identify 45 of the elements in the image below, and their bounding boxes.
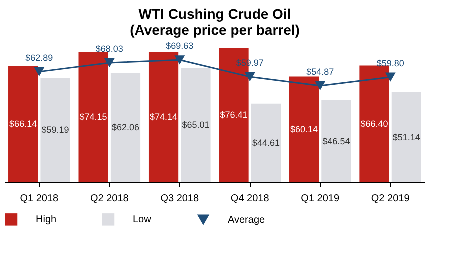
- legend-label: Average: [228, 215, 266, 226]
- text: WTI Cushing Crude Oil: [138, 6, 292, 22]
- data-label: $62.06: [112, 122, 140, 133]
- point: [244, 72, 256, 82]
- x-tick-label: Q4 2018: [230, 194, 270, 204]
- bar: [322, 100, 352, 182]
- data-label: $59.80: [376, 58, 404, 68]
- bar: [8, 66, 38, 182]
- point: [34, 67, 45, 76]
- x-tick-label: Q3 2018: [160, 194, 200, 204]
- bar: [251, 104, 282, 182]
- x-tick-label: Q2 2018: [90, 194, 130, 204]
- bar: [289, 76, 320, 182]
- point: [174, 56, 186, 65]
- data-label: $59.19: [42, 125, 70, 136]
- point: [315, 81, 326, 91]
- point: [385, 72, 396, 82]
- bar: [110, 73, 141, 182]
- data-label: $74.14: [150, 112, 178, 122]
- text: (Average price per barrel): [130, 22, 300, 38]
- data-label: $74.15: [80, 112, 108, 122]
- legend-label: High: [36, 214, 57, 226]
- bar: [360, 66, 390, 182]
- data-label: $62.89: [26, 52, 54, 63]
- data-label: $54.87: [306, 66, 334, 77]
- x-tick-label: Q2 2019: [371, 194, 410, 204]
- data-label: $51.14: [392, 132, 420, 142]
- bar: [78, 52, 108, 182]
- data-label: $66.14: [10, 119, 38, 130]
- data-label: $76.41: [220, 110, 248, 120]
- bar: [181, 68, 211, 182]
- data-label: $44.61: [252, 138, 280, 148]
- bar: [40, 78, 70, 182]
- data-label: $68.03: [96, 44, 124, 54]
- data-label: $60.14: [290, 124, 318, 134]
- data-label: $66.40: [360, 118, 388, 129]
- bar: [392, 92, 422, 182]
- x-tick-label: Q1 2018: [20, 194, 60, 204]
- legend-label: Low: [133, 214, 152, 226]
- point: [104, 58, 115, 68]
- x-tick-label: Q1 2019: [301, 194, 340, 204]
- data-label: $69.63: [166, 41, 194, 52]
- bar: [148, 52, 179, 182]
- data-label: $65.01: [182, 120, 210, 130]
- data-label: $46.54: [322, 136, 350, 146]
